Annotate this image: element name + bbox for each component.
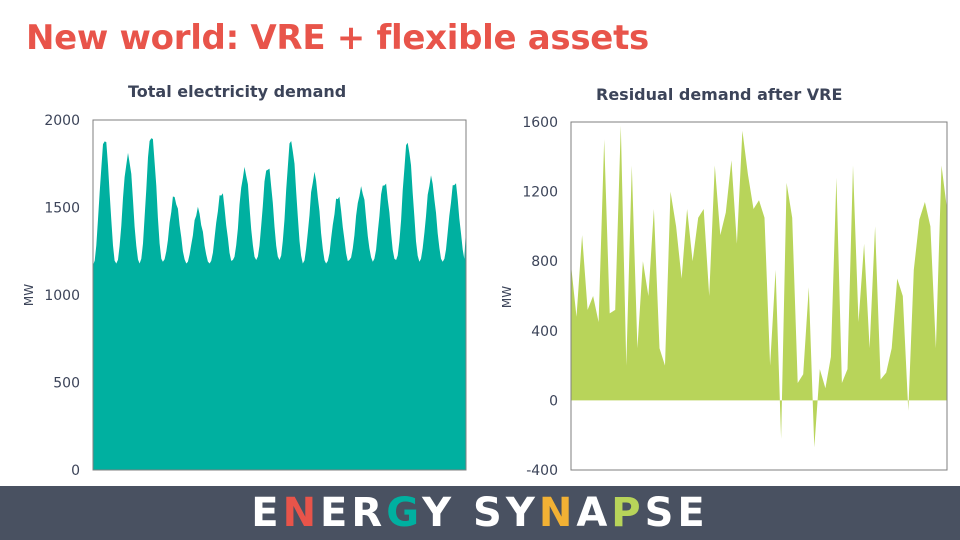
chart-title-total-demand: Total electricity demand <box>128 82 347 101</box>
logo-letter: G <box>386 490 423 536</box>
logo-letter: A <box>576 490 612 536</box>
logo-letter: S <box>473 490 506 536</box>
logo-letter <box>455 490 473 536</box>
logo-letter: R <box>351 490 387 536</box>
chart-residual-demand: -400 0 400 800 1200 1600 MW <box>500 115 948 479</box>
chart-total-demand: 0 500 1000 1500 2000 MW <box>22 113 467 479</box>
residual-demand-y-ticks: -400 0 400 800 1200 1600 <box>522 115 558 479</box>
logo-letter: E <box>320 490 352 536</box>
logo-letter: Y <box>422 490 456 536</box>
energy-synapse-logo: ENERGY SYNAPSE <box>0 486 960 540</box>
logo-letter: E <box>677 490 709 536</box>
residual-demand-y-tick: 400 <box>531 324 558 340</box>
total-demand-area <box>93 138 466 470</box>
residual-demand-y-label: MW <box>500 286 514 308</box>
residual-demand-y-tick: 0 <box>549 393 558 409</box>
logo-letter: S <box>644 490 678 536</box>
footer-bar: ENERGY SYNAPSE <box>0 486 960 540</box>
residual-demand-y-tick: 1600 <box>522 115 558 131</box>
logo-letter: E <box>251 490 283 536</box>
total-demand-y-tick: 500 <box>53 376 80 392</box>
logo-letter: N <box>538 490 577 536</box>
total-demand-y-tick: 1000 <box>44 288 80 304</box>
chart-title-residual-demand: Residual demand after VRE <box>596 85 843 104</box>
logo-letter: Y <box>505 490 539 536</box>
residual-demand-area <box>571 125 947 448</box>
logo-letter: N <box>282 490 321 536</box>
residual-demand-y-tick: 800 <box>531 254 558 270</box>
residual-demand-y-tick: 1200 <box>522 185 558 201</box>
total-demand-y-tick: 0 <box>71 463 80 479</box>
residual-demand-y-tick: -400 <box>526 463 558 479</box>
charts-canvas: 0 500 1000 1500 2000 MW -400 0 400 800 1200 1600 … <box>22 113 948 479</box>
residual-demand-plot-border <box>570 121 948 471</box>
total-demand-y-tick: 2000 <box>44 113 80 129</box>
total-demand-y-ticks: 0 500 1000 1500 2000 <box>44 113 80 479</box>
total-demand-y-tick: 1500 <box>44 201 80 217</box>
total-demand-y-label: MW <box>22 284 36 306</box>
slide-title: New world: VRE + flexible assets <box>26 18 649 58</box>
logo-letter: P <box>611 490 645 536</box>
total-demand-plot-border <box>92 119 467 471</box>
